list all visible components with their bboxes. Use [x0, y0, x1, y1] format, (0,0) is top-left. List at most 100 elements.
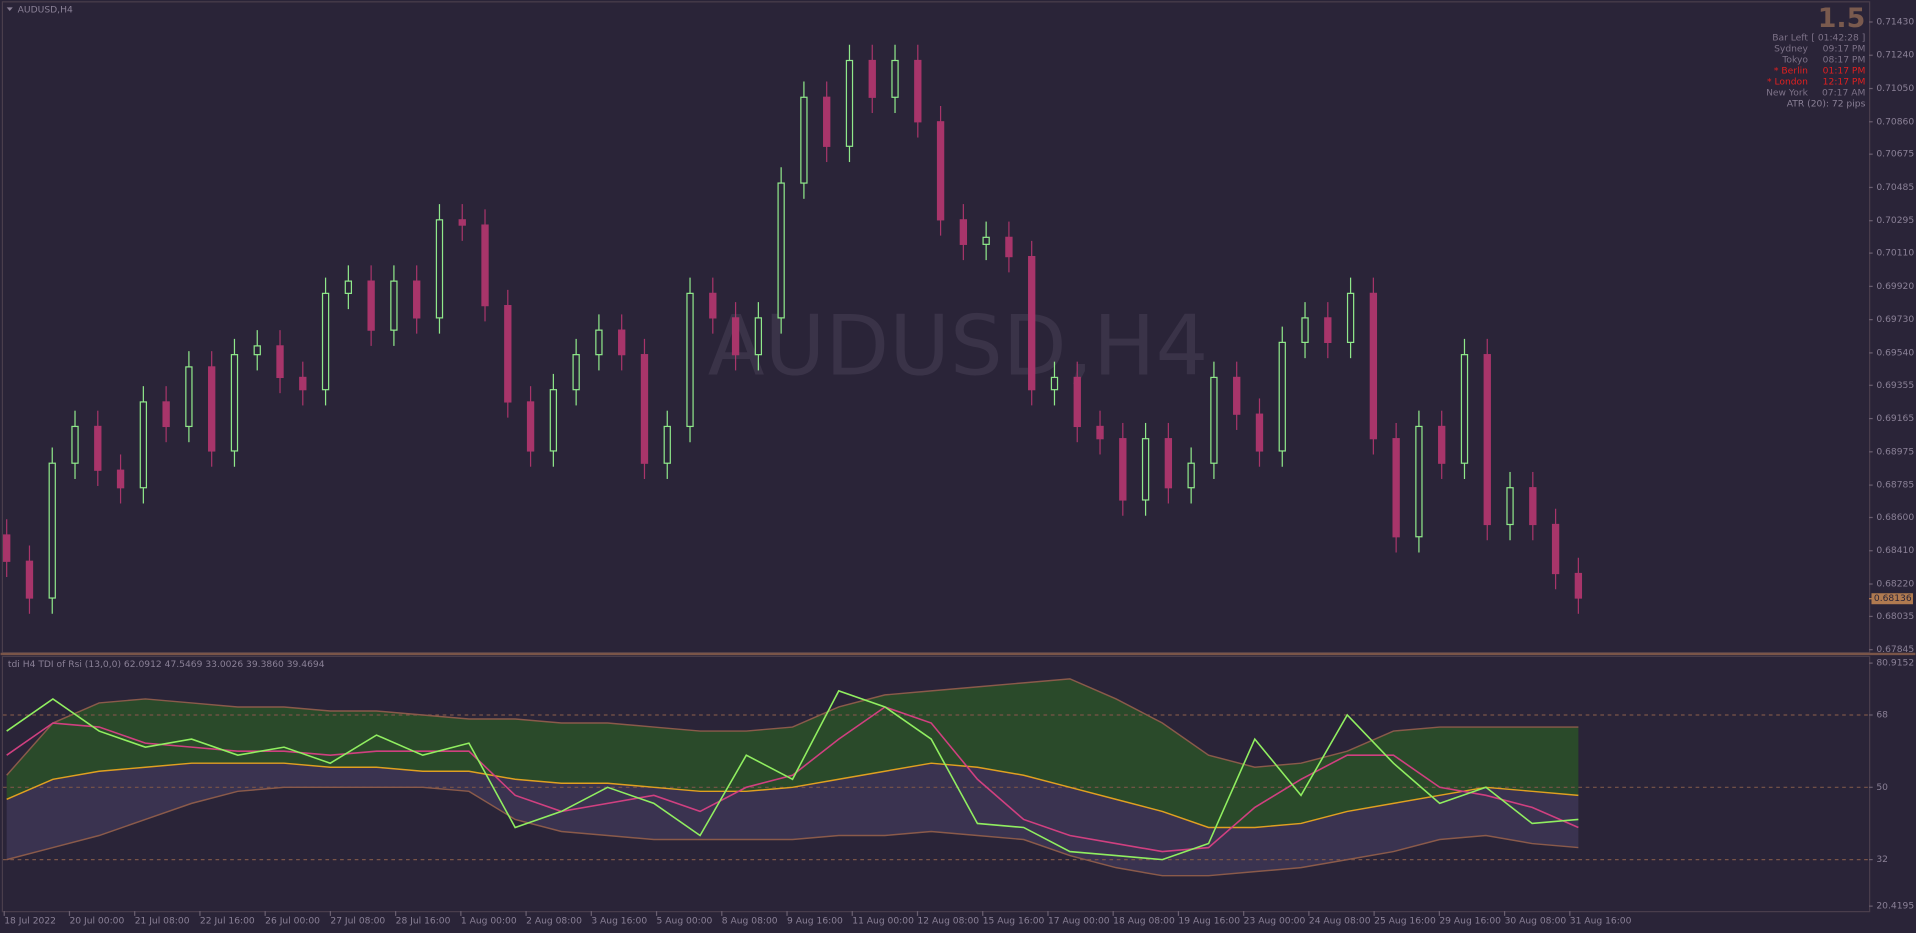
candle-body: [299, 376, 307, 391]
candle-body: [1210, 376, 1218, 464]
candle-body: [367, 280, 375, 331]
candle-body: [321, 292, 330, 391]
y-tick-label: 0.68220: [1876, 580, 1914, 590]
candle-body: [1005, 236, 1013, 258]
candle-body: [504, 305, 512, 403]
candle-body: [1460, 354, 1469, 464]
spread: 1.5: [1818, 3, 1866, 34]
x-tick-label: 24 Aug 08:00: [1309, 916, 1371, 926]
x-tick-label: 15 Aug 16:00: [983, 916, 1045, 926]
x-tick-label: 9 Aug 16:00: [787, 916, 843, 926]
info-label: Tokyo: [1781, 55, 1808, 65]
candle-body: [1255, 413, 1264, 452]
y-tick-label: 50: [1876, 783, 1888, 793]
y-tick-label: 0.69540: [1876, 348, 1914, 358]
candle-body: [618, 329, 626, 356]
x-tick-label: 18 Jul 2022: [4, 916, 56, 926]
candle-body: [1187, 462, 1195, 489]
y-tick-label: 0.70860: [1876, 117, 1914, 127]
candle-body: [1438, 425, 1446, 464]
candle-body: [1028, 255, 1036, 391]
x-tick-label: 2 Aug 08:00: [526, 916, 582, 926]
candle-body: [1324, 317, 1332, 344]
candle-body: [891, 59, 899, 98]
info-value: 09:17 PM: [1823, 44, 1866, 54]
candle-body: [390, 280, 398, 331]
candle-body: [1141, 438, 1150, 501]
candle-body: [640, 354, 649, 464]
candle-body: [94, 425, 102, 471]
info-value: 01:17 PM: [1823, 66, 1866, 76]
candle-body: [458, 219, 466, 226]
candle-body: [116, 469, 125, 489]
candle-body: [481, 224, 489, 307]
candle-body: [731, 317, 740, 356]
info-label: Bar Left: [1772, 33, 1808, 43]
tdi-line: [6, 689, 1579, 861]
candle-body: [1278, 341, 1286, 452]
y-tick-label: 0.71050: [1876, 84, 1914, 94]
candle-body: [1369, 292, 1378, 440]
candle-body: [845, 59, 854, 147]
candle-body: [3, 534, 11, 562]
candle-body: [1415, 425, 1423, 538]
candle-body: [1119, 438, 1127, 501]
candle-body: [526, 401, 535, 452]
y-tick-label: 0.69920: [1876, 282, 1914, 292]
candle-body: [185, 366, 193, 428]
x-tick-label: 21 Jul 08:00: [135, 916, 190, 926]
candle-body: [982, 236, 990, 245]
x-tick-label: 11 Aug 00:00: [852, 916, 914, 926]
info-value: 07:17 AM: [1822, 88, 1865, 98]
x-tick-label: 29 Aug 16:00: [1439, 916, 1501, 926]
y-tick-label: 0.71240: [1876, 51, 1914, 61]
y-tick-label: 20.4195: [1876, 902, 1914, 912]
collapse-arrow[interactable]: [6, 7, 13, 11]
y-tick-label: 0.68600: [1876, 513, 1914, 523]
x-tick-label: 12 Aug 08:00: [917, 916, 979, 926]
candle-body: [823, 96, 831, 147]
candle-body: [162, 401, 170, 428]
y-tick-label: 0.68035: [1876, 612, 1914, 622]
candle-body: [1483, 354, 1491, 526]
watermark: AUDUSD,H4: [708, 298, 1209, 395]
candle-body: [1346, 292, 1355, 344]
candle-body: [1164, 438, 1173, 489]
x-tick-label: 19 Aug 16:00: [1178, 916, 1240, 926]
info-value: [ 01:42:28 ]: [1811, 33, 1865, 43]
x-tick-label: 30 Aug 08:00: [1505, 916, 1567, 926]
candle-body: [1301, 317, 1309, 344]
x-tick-label: 31 Aug 16:00: [1570, 916, 1632, 926]
x-tick-label: 20 Jul 00:00: [69, 916, 124, 926]
candle-body: [754, 317, 763, 356]
candle-body: [1233, 376, 1241, 415]
x-tick-label: 26 Jul 00:00: [265, 916, 320, 926]
lower-band-fill: [6, 763, 1579, 876]
info-value: 12:17 PM: [1823, 77, 1866, 87]
candle-body: [253, 345, 261, 356]
symbol-label: AUDUSD,H4: [18, 5, 73, 15]
x-tick-label: 1 Aug 00:00: [461, 916, 517, 926]
candle-body: [48, 462, 56, 599]
info-label: * Berlin: [1774, 66, 1808, 76]
current-price-box: [1871, 593, 1913, 605]
candle-body: [549, 389, 558, 452]
info-label: Sydney: [1774, 44, 1808, 54]
candle-body: [914, 59, 922, 123]
x-tick-label: 22 Jul 16:00: [200, 916, 255, 926]
x-tick-label: 17 Aug 00:00: [1048, 916, 1110, 926]
x-tick-label: 28 Jul 16:00: [396, 916, 451, 926]
candle-body: [1096, 425, 1104, 440]
candle-body: [686, 292, 694, 428]
candle-body: [230, 354, 239, 452]
candle-body: [1050, 376, 1059, 391]
x-tick-label: 23 Aug 00:00: [1244, 916, 1306, 926]
candle-body: [595, 329, 603, 356]
y-tick-label: 0.69730: [1876, 315, 1914, 325]
x-tick-label: 25 Aug 16:00: [1374, 916, 1436, 926]
y-tick-label: 0.68785: [1876, 481, 1914, 491]
y-tick-label: 68: [1876, 710, 1888, 720]
candle-body: [800, 96, 808, 184]
tdi-line: [6, 786, 1579, 877]
